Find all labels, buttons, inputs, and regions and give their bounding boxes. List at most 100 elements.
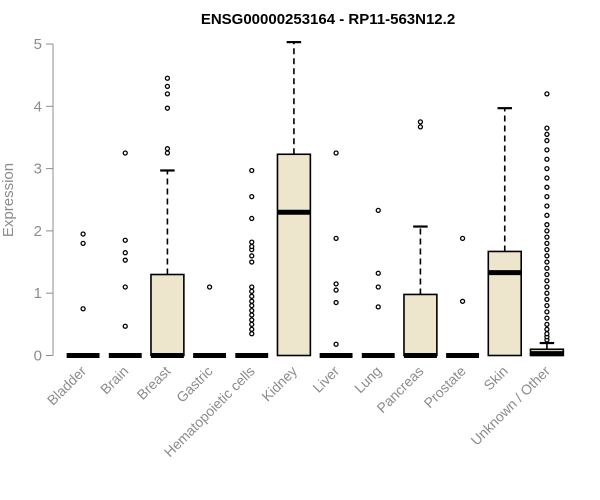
outlier-point xyxy=(375,207,381,213)
outlier-point xyxy=(333,281,339,287)
outlier-point xyxy=(459,235,466,242)
outlier-point xyxy=(544,131,550,137)
outlier-point xyxy=(80,240,86,247)
outlier-point xyxy=(249,284,255,290)
y-tick-label: 3 xyxy=(34,161,42,178)
outlier-point xyxy=(544,284,550,290)
box-iqr xyxy=(150,273,185,357)
outlier-point xyxy=(375,270,381,276)
outlier-point xyxy=(375,304,381,310)
outlier-point xyxy=(417,124,424,130)
y-tick-label: 1 xyxy=(34,285,42,302)
outlier-point xyxy=(249,321,255,328)
outlier-point xyxy=(544,290,550,296)
outlier-point xyxy=(544,222,550,228)
outlier-point xyxy=(544,259,550,265)
outlier-point xyxy=(249,193,255,200)
outlier-point xyxy=(122,323,128,329)
outlier-point xyxy=(544,265,550,271)
outlier-point xyxy=(544,321,550,328)
box-iqr xyxy=(276,153,312,357)
outlier-point xyxy=(375,284,381,290)
outlier-point xyxy=(249,298,255,304)
outlier-point xyxy=(249,307,255,314)
outlier-point xyxy=(122,250,128,256)
outlier-point xyxy=(206,284,213,290)
outlier-point xyxy=(164,75,171,81)
outlier-point xyxy=(249,288,255,294)
outlier-point xyxy=(544,184,550,190)
outlier-point xyxy=(544,147,550,153)
box-iqr xyxy=(487,250,522,357)
outlier-point xyxy=(544,331,550,337)
outlier-point xyxy=(80,306,86,312)
outlier-point xyxy=(164,83,171,90)
outlier-point xyxy=(249,303,255,309)
box-group xyxy=(319,150,353,358)
x-tick-label: Unknown / Other xyxy=(467,363,553,449)
x-tick-label: Lung xyxy=(351,363,384,396)
box-group xyxy=(66,231,100,358)
outlier-point xyxy=(544,175,550,181)
y-tick-label: 5 xyxy=(34,36,42,53)
outlier-point xyxy=(544,228,550,234)
outlier-point xyxy=(544,165,550,172)
box-group xyxy=(235,167,269,358)
box-group xyxy=(108,150,142,358)
outlier-point xyxy=(544,137,550,144)
y-tick-label: 2 xyxy=(34,223,42,240)
outlier-point xyxy=(249,253,255,259)
outlier-point xyxy=(164,150,171,156)
outlier-point xyxy=(333,287,339,293)
y-axis: 0 1 2 3 4 5 xyxy=(34,36,54,365)
outlier-point xyxy=(544,212,550,218)
outlier-point xyxy=(164,91,171,97)
chart-title: ENSG00000253164 - RP11-563N12.2 xyxy=(201,11,455,28)
outlier-point xyxy=(122,284,128,290)
outlier-point xyxy=(249,243,255,250)
outlier-point xyxy=(544,303,550,309)
outlier-point xyxy=(544,278,550,284)
box-iqr xyxy=(403,293,438,357)
box-group xyxy=(487,107,522,357)
outlier-point xyxy=(333,235,339,242)
outlier-point xyxy=(249,312,255,318)
outlier-point xyxy=(459,298,466,304)
box-group xyxy=(403,119,438,358)
outlier-point xyxy=(544,234,550,240)
outlier-point xyxy=(122,237,128,243)
outlier-point xyxy=(544,309,550,315)
boxes-layer xyxy=(66,41,565,358)
outlier-point xyxy=(544,326,550,332)
x-tick-label: Brain xyxy=(97,363,131,397)
x-tick-label: Bladder xyxy=(44,363,90,409)
outlier-point xyxy=(544,296,550,303)
outlier-point xyxy=(544,315,550,321)
outlier-point xyxy=(249,326,255,332)
outlier-point xyxy=(544,91,550,97)
x-tick-label: Prostate xyxy=(421,363,469,411)
x-tick-label: Breast xyxy=(134,363,174,403)
box-group xyxy=(193,284,227,358)
outlier-point xyxy=(544,203,550,209)
outlier-point xyxy=(333,299,339,306)
outlier-point xyxy=(333,341,339,347)
box-group xyxy=(276,41,312,357)
outlier-point xyxy=(249,167,255,174)
outlier-point xyxy=(249,331,255,337)
outlier-point xyxy=(164,105,171,111)
outlier-point xyxy=(249,215,255,222)
outlier-point xyxy=(333,150,339,156)
x-tick-label: Pancreas xyxy=(373,363,426,416)
outlier-point xyxy=(544,246,550,253)
outlier-point xyxy=(164,146,171,152)
box-group xyxy=(361,207,395,358)
outlier-point xyxy=(544,271,550,278)
outlier-point xyxy=(122,257,128,263)
outlier-point xyxy=(80,231,86,237)
box-group xyxy=(150,75,185,358)
y-tick-label: 4 xyxy=(34,98,42,115)
outlier-point xyxy=(544,193,550,200)
